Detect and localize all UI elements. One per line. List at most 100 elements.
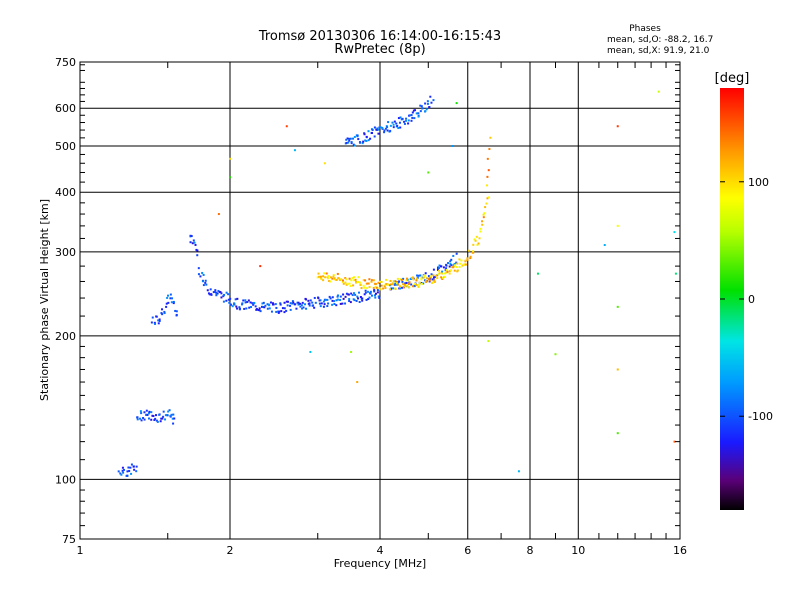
- echo-point: [479, 230, 482, 233]
- echo-point: [363, 286, 366, 289]
- echo-point: [398, 280, 401, 283]
- echo-point: [314, 301, 317, 304]
- echo-point: [322, 275, 325, 278]
- echo-point: [360, 287, 363, 290]
- echo-point: [419, 104, 422, 107]
- y-ticks: 75 100 200 300 400 500 600 750: [55, 56, 680, 546]
- echo-point: [392, 123, 395, 126]
- echo-point: [194, 243, 197, 246]
- echo-point: [244, 299, 247, 302]
- echo-point: [392, 283, 395, 286]
- echo-point: [445, 264, 448, 267]
- echo-point: [349, 137, 352, 140]
- echo-point: [313, 296, 316, 299]
- echo-point: [357, 276, 360, 279]
- echo-point: [341, 280, 344, 283]
- echo-point: [363, 293, 366, 296]
- echo-point: [418, 283, 421, 286]
- echo-point: [160, 417, 163, 420]
- echo-point: [399, 116, 402, 119]
- echo-point: [215, 292, 218, 295]
- echo-point: [366, 287, 369, 290]
- echo-point: [409, 277, 412, 280]
- echo-point: [333, 303, 336, 306]
- echo-point: [370, 279, 373, 282]
- echo-point: [369, 290, 372, 293]
- echo-point: [445, 269, 448, 272]
- echo-point: [383, 129, 386, 132]
- y-tick-label: 600: [55, 102, 76, 115]
- echo-point: [425, 281, 428, 284]
- echo-point: [271, 302, 274, 305]
- echo-point: [445, 267, 448, 270]
- echo-point: [448, 270, 451, 273]
- echo-point: [394, 287, 397, 290]
- echo-point: [253, 301, 256, 304]
- echo-point: [268, 304, 271, 307]
- echo-point: [217, 289, 220, 292]
- echo-point: [365, 135, 368, 138]
- echo-point: [350, 350, 353, 353]
- echo-point: [339, 279, 342, 282]
- echo-point: [395, 280, 398, 283]
- echo-point: [197, 273, 200, 276]
- echo-point: [123, 468, 126, 471]
- echo-point: [156, 420, 159, 423]
- echo-point: [403, 283, 406, 286]
- echo-point: [336, 272, 339, 275]
- echo-point: [171, 297, 174, 300]
- echo-point: [136, 416, 139, 419]
- echo-point: [388, 288, 391, 291]
- echo-point: [296, 301, 299, 304]
- echo-point: [674, 272, 677, 275]
- echo-point: [363, 133, 366, 136]
- echo-point: [378, 126, 381, 129]
- echo-point: [411, 116, 414, 119]
- echo-point: [384, 127, 387, 130]
- echo-point: [150, 418, 153, 421]
- x-axis-label: Frequency [MHz]: [334, 557, 426, 570]
- echo-point: [331, 277, 334, 280]
- echo-point: [436, 268, 439, 271]
- echo-point: [424, 272, 427, 275]
- echo-point: [152, 415, 155, 418]
- echo-point: [348, 299, 351, 302]
- echo-point: [347, 293, 350, 296]
- echo-point: [377, 295, 380, 298]
- echo-point: [245, 307, 248, 310]
- echo-point: [482, 213, 485, 216]
- echo-point: [158, 413, 161, 416]
- echo-point: [373, 290, 376, 293]
- echo-point: [196, 254, 199, 257]
- echo-point: [464, 263, 467, 266]
- echo-point: [616, 224, 619, 227]
- echo-point: [346, 137, 349, 140]
- echo-point: [126, 470, 129, 473]
- echo-point: [279, 302, 282, 305]
- echo-point: [250, 305, 253, 308]
- echo-point: [329, 297, 332, 300]
- echo-point: [430, 273, 433, 276]
- echo-point: [477, 242, 480, 245]
- echo-point: [172, 302, 175, 305]
- echo-point: [424, 274, 427, 277]
- echo-point: [293, 149, 296, 152]
- x-tick-label: 8: [527, 544, 534, 557]
- echo-point: [381, 126, 384, 129]
- echo-point: [472, 251, 475, 254]
- echo-point: [229, 157, 231, 160]
- echo-point: [517, 470, 520, 473]
- echo-point: [319, 305, 322, 308]
- echo-point: [291, 302, 294, 305]
- echo-point: [445, 271, 448, 274]
- echo-point: [169, 415, 172, 418]
- echo-point: [449, 260, 452, 263]
- echo-point: [459, 262, 462, 265]
- echo-point: [455, 261, 458, 264]
- echo-point: [289, 308, 292, 311]
- echo-point: [357, 280, 360, 283]
- echo-point: [456, 262, 459, 265]
- echo-point: [365, 298, 368, 301]
- echo-point: [236, 307, 239, 310]
- echo-point: [312, 304, 315, 307]
